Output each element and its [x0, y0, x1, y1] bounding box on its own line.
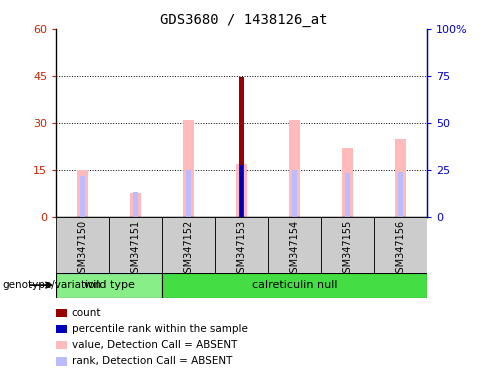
- Bar: [395, 139, 407, 217]
- Text: GSM347153: GSM347153: [237, 220, 246, 279]
- Bar: [183, 120, 194, 217]
- Text: genotype/variation: genotype/variation: [2, 280, 102, 290]
- Bar: [162, 273, 427, 298]
- Text: calreticulin null: calreticulin null: [252, 280, 337, 290]
- Text: count: count: [72, 308, 101, 318]
- Text: GSM347156: GSM347156: [395, 220, 406, 279]
- Bar: [77, 170, 88, 217]
- Bar: [321, 217, 374, 273]
- Text: wild type: wild type: [83, 280, 135, 290]
- Bar: [240, 165, 243, 217]
- Text: GSM347151: GSM347151: [131, 220, 141, 279]
- Bar: [109, 217, 162, 273]
- Bar: [56, 217, 109, 273]
- Bar: [268, 217, 321, 273]
- Text: GSM347154: GSM347154: [289, 220, 300, 279]
- Bar: [130, 194, 142, 217]
- Bar: [398, 172, 403, 217]
- Bar: [240, 78, 244, 217]
- Text: GSM347150: GSM347150: [78, 220, 88, 279]
- Bar: [345, 173, 350, 217]
- Bar: [374, 217, 427, 273]
- Bar: [239, 165, 244, 217]
- Bar: [162, 217, 215, 273]
- Text: GDS3680 / 1438126_at: GDS3680 / 1438126_at: [160, 13, 328, 27]
- Text: rank, Detection Call = ABSENT: rank, Detection Call = ABSENT: [72, 356, 232, 366]
- Text: value, Detection Call = ABSENT: value, Detection Call = ABSENT: [72, 340, 237, 350]
- Bar: [186, 170, 191, 217]
- Bar: [292, 170, 297, 217]
- Bar: [56, 273, 162, 298]
- Bar: [289, 120, 301, 217]
- Bar: [342, 148, 353, 217]
- Text: GSM347152: GSM347152: [183, 220, 194, 279]
- Text: percentile rank within the sample: percentile rank within the sample: [72, 324, 247, 334]
- Text: GSM347155: GSM347155: [343, 220, 352, 279]
- Bar: [215, 217, 268, 273]
- Bar: [80, 175, 85, 217]
- Bar: [236, 164, 247, 217]
- Bar: [133, 192, 138, 217]
